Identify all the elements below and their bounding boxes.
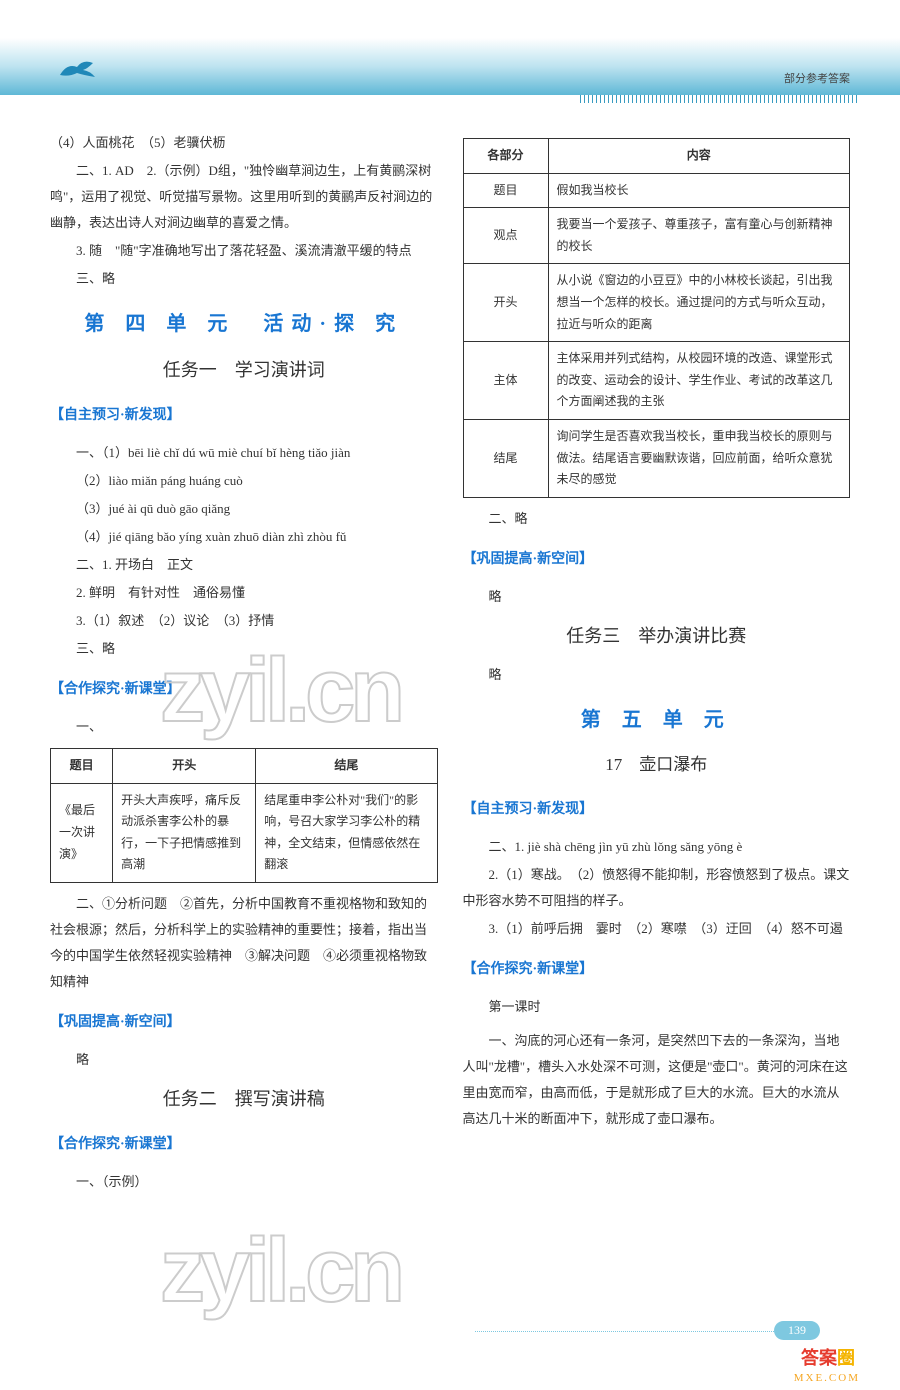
text-para: 三、略 xyxy=(50,266,438,292)
table-header: 题目 xyxy=(51,749,113,784)
text-para: 二、1. AD 2.（示例）D组，"独怜幽草涧边生，上有黄鹂深树鸣"，运用了视觉… xyxy=(50,158,438,236)
section-hezuo: 【合作探究·新课堂】 xyxy=(463,956,851,984)
bird-icon xyxy=(55,55,100,85)
text-para: 略 xyxy=(50,1047,438,1073)
text-para: （2）liào miǎn páng huáng cuò xyxy=(50,468,438,494)
section-gonggu: 【巩固提高·新空间】 xyxy=(50,1009,438,1037)
table-row: 开头 从小说《窗边的小豆豆》中的小林校长谈起，引出我想当一个怎样的校长。通过提问… xyxy=(463,264,850,342)
table-cell: 开头 xyxy=(463,264,548,342)
table-row: 观点 我要当一个爱孩子、尊重孩子，富有童心与创新精神的校长 xyxy=(463,208,850,264)
table-cell: 《最后一次讲演》 xyxy=(51,783,113,882)
table-row: 题目 假如我当校长 xyxy=(463,173,850,208)
table-cell: 题目 xyxy=(463,173,548,208)
text-para: 二、1. jiè shà chēng jìn yū zhù lǒng sǎng … xyxy=(463,834,851,860)
table-row: 主体 主体采用并列式结构，从校园环境的改造、课堂形式的改变、运动会的设计、学生作… xyxy=(463,342,850,420)
text-para: 3.（1）前呼后拥 霎时 （2）寒噤 （3）迂回 （4）怒不可遏 xyxy=(463,916,851,942)
section-zizhu: 【自主预习·新发现】 xyxy=(463,796,851,824)
lesson-17-title: 17 壶口瀑布 xyxy=(463,748,851,782)
table-cell: 主体 xyxy=(463,342,548,420)
text-para: 一、（1）bēi liè chǐ dú wū miè chuí bǐ hèng … xyxy=(50,440,438,466)
page-number: 139 xyxy=(774,1321,820,1340)
task-1-title: 任务一 学习演讲词 xyxy=(50,352,438,388)
table-cell: 开头大声疾呼，痛斥反动派杀害李公朴的暴行，一下子把情感推到高潮 xyxy=(113,783,256,882)
section-hezuo: 【合作探究·新课堂】 xyxy=(50,676,438,704)
table-1: 题目 开头 结尾 《最后一次讲演》 开头大声疾呼，痛斥反动派杀害李公朴的暴行，一… xyxy=(50,748,438,883)
text-para: 二、①分析问题 ②首先，分析中国教育不重视格物和致知的社会根源；然后，分析科学上… xyxy=(50,891,438,995)
text-para: 3.（1）叙述 （2）议论 （3）抒情 xyxy=(50,608,438,634)
text-para: （3）jué ài qū duò gāo qiǎng xyxy=(50,496,438,522)
text-para: 2.（1）寒战。 （2）愤怒得不能抑制，形容愤怒到了极点。课文中形容水势不可阻挡… xyxy=(463,862,851,914)
table-header: 开头 xyxy=(113,749,256,784)
table-header: 结尾 xyxy=(256,749,437,784)
table-2: 各部分 内容 题目 假如我当校长 观点 我要当一个爱孩子、尊重孩子，富有童心与创… xyxy=(463,138,851,498)
table-cell: 观点 xyxy=(463,208,548,264)
unit-5-title: 第 五 单 元 xyxy=(463,700,851,740)
table-cell: 结尾重申李公朴对"我们"的影响，号召大家学习李公朴的精神，全文结束，但情感依然在… xyxy=(256,783,437,882)
text-para: 一、（示例） xyxy=(50,1169,438,1195)
table-row: 结尾 询问学生是否喜欢我当校长，重申我当校长的原则与做法。结尾语言要幽默诙谐，回… xyxy=(463,419,850,497)
left-column: （4）人面桃花 （5）老骥伏枥 二、1. AD 2.（示例）D组，"独怜幽草涧边… xyxy=(50,130,438,1197)
header-label: 部分参考答案 xyxy=(784,70,850,86)
section-zizhu: 【自主预习·新发现】 xyxy=(50,402,438,430)
text-para: 二、略 xyxy=(463,506,851,532)
table-cell: 结尾 xyxy=(463,419,548,497)
text-para: 三、略 xyxy=(50,636,438,662)
section-gonggu: 【巩固提高·新空间】 xyxy=(463,546,851,574)
text-para: 略 xyxy=(463,584,851,610)
table-cell: 假如我当校长 xyxy=(548,173,849,208)
footer-logo: 答案圈 xyxy=(801,1344,855,1370)
table-header: 内容 xyxy=(548,139,849,174)
text-para: （4）jié qiāng bǎo yíng xuàn zhuō diàn zhì… xyxy=(50,524,438,550)
table-header: 各部分 xyxy=(463,139,548,174)
table-header-row: 各部分 内容 xyxy=(463,139,850,174)
text-line: （4）人面桃花 （5）老骥伏枥 xyxy=(50,130,438,156)
table-header-row: 题目 开头 结尾 xyxy=(51,749,438,784)
table-cell: 从小说《窗边的小豆豆》中的小林校长谈起，引出我想当一个怎样的校长。通过提问的方式… xyxy=(548,264,849,342)
task-2-title: 任务二 撰写演讲稿 xyxy=(50,1081,438,1117)
table-cell: 询问学生是否喜欢我当校长，重申我当校长的原则与做法。结尾语言要幽默诙谐，回应前面… xyxy=(548,419,849,497)
header-gradient xyxy=(0,0,900,95)
table-cell: 主体采用并列式结构，从校园环境的改造、课堂形式的改变、运动会的设计、学生作业、考… xyxy=(548,342,849,420)
footer-sub: MXE.COM xyxy=(794,1372,860,1384)
right-column: 各部分 内容 题目 假如我当校长 观点 我要当一个爱孩子、尊重孩子，富有童心与创… xyxy=(463,130,851,1197)
lesson-subtitle: 第一课时 xyxy=(463,994,851,1020)
text-para: 2. 鲜明 有针对性 通俗易懂 xyxy=(50,580,438,606)
unit-4-title: 第 四 单 元 活动·探 究 xyxy=(50,304,438,344)
table-row: 《最后一次讲演》 开头大声疾呼，痛斥反动派杀害李公朴的暴行，一下子把情感推到高潮… xyxy=(51,783,438,882)
text-para: 略 xyxy=(463,662,851,688)
footer-red: 答案 xyxy=(801,1348,837,1368)
footer-yellow: 圈 xyxy=(837,1348,855,1368)
text-para: 二、1. 开场白 正文 xyxy=(50,552,438,578)
table-cell: 我要当一个爱孩子、尊重孩子，富有童心与创新精神的校长 xyxy=(548,208,849,264)
watermark: zyil.cn xyxy=(160,1220,400,1323)
task-3-title: 任务三 举办演讲比赛 xyxy=(463,618,851,654)
page-content: （4）人面桃花 （5）老骥伏枥 二、1. AD 2.（示例）D组，"独怜幽草涧边… xyxy=(50,130,850,1197)
text-para: 一、 xyxy=(50,714,438,740)
text-para: 一、沟底的河心还有一条河，是突然凹下去的一条深沟，当地人叫"龙槽"，槽头入水处深… xyxy=(463,1028,851,1132)
dotted-line xyxy=(475,1331,790,1332)
text-para: 3. 随 "随"字准确地写出了落花轻盈、溪流清澈平缓的特点 xyxy=(50,238,438,264)
header-ticks xyxy=(580,95,860,103)
section-hezuo-2: 【合作探究·新课堂】 xyxy=(50,1131,438,1159)
